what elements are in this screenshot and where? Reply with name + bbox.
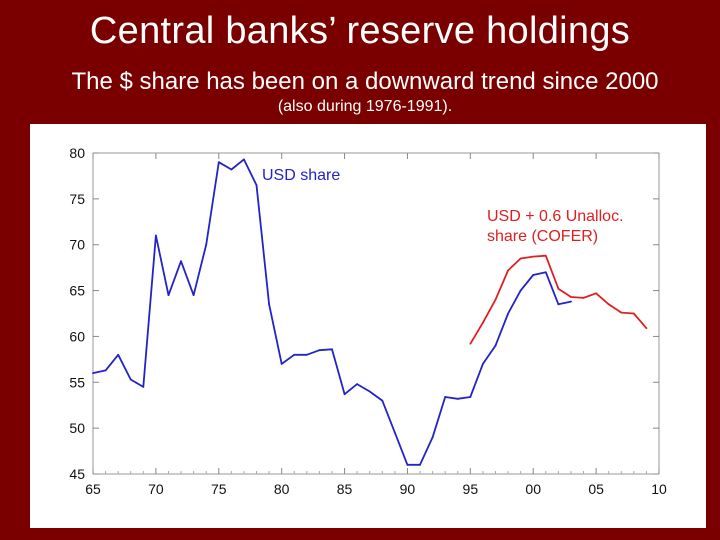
data-point-0 xyxy=(305,353,308,356)
data-point-0 xyxy=(243,158,245,161)
y-tick-label: 45 xyxy=(69,466,85,482)
y-tick-label: 50 xyxy=(69,420,85,436)
data-point-1 xyxy=(507,269,509,272)
x-tick-label: 00 xyxy=(525,481,541,497)
x-tick-label: 90 xyxy=(400,481,416,497)
data-point-0 xyxy=(544,271,547,274)
x-tick-label: 70 xyxy=(148,481,164,497)
x-tick-label: 10 xyxy=(651,481,667,497)
x-tick-label: 75 xyxy=(211,481,227,497)
data-point-1 xyxy=(557,287,560,290)
data-point-1 xyxy=(482,321,484,324)
data-point-0 xyxy=(494,344,497,347)
data-point-0 xyxy=(356,383,359,386)
data-point-1 xyxy=(645,327,648,330)
data-point-0 xyxy=(456,397,459,400)
y-tick-label: 80 xyxy=(69,145,85,161)
data-point-1 xyxy=(519,257,522,260)
data-point-0 xyxy=(293,353,296,356)
data-point-0 xyxy=(557,303,560,306)
series-line-0 xyxy=(92,158,572,466)
data-point-0 xyxy=(419,463,421,466)
data-point-0 xyxy=(192,294,195,297)
data-point-1 xyxy=(595,292,598,295)
x-tick-label: 80 xyxy=(274,481,290,497)
data-point-0 xyxy=(117,353,120,356)
page-subtitle: The $ share has been on a downward trend… xyxy=(71,68,659,95)
data-point-0 xyxy=(431,436,434,439)
data-point-0 xyxy=(142,385,145,388)
chart-panel: 45 50 55 60 65 70 75 80 65 70 75 80 85 90 95 00 05 10 USD … xyxy=(30,124,706,528)
y-tick-label: 70 xyxy=(69,237,85,253)
data-point-0 xyxy=(180,260,182,263)
data-point-1 xyxy=(544,254,547,257)
data-point-0 xyxy=(167,294,170,297)
data-point-0 xyxy=(255,184,258,186)
data-point-0 xyxy=(381,399,384,402)
y-tick-label: 55 xyxy=(69,374,85,390)
series-label-0: USD share xyxy=(262,167,340,184)
data-point-0 xyxy=(205,243,208,246)
data-point-0 xyxy=(570,300,572,303)
data-point-0 xyxy=(482,363,484,365)
data-point-0 xyxy=(92,372,94,375)
data-point-1 xyxy=(469,342,472,345)
data-point-0 xyxy=(469,396,472,398)
series-line-1 xyxy=(469,254,648,345)
data-point-0 xyxy=(154,234,157,237)
data-point-1 xyxy=(632,312,635,315)
y-tick-label: 60 xyxy=(69,328,85,344)
series-label-line: share (COFER) xyxy=(487,228,598,245)
data-point-1 xyxy=(620,311,623,314)
x-tick-label: 65 xyxy=(85,481,101,497)
line-chart: 45 50 55 60 65 70 75 80 65 70 75 80 85 90 95 00 05 10 USD … xyxy=(69,145,667,497)
data-point-0 xyxy=(318,349,321,352)
y-tick-label: 65 xyxy=(69,283,85,299)
data-point-1 xyxy=(570,296,572,298)
data-point-0 xyxy=(507,312,509,315)
series-label-line: USD share xyxy=(262,167,340,184)
data-point-0 xyxy=(104,369,107,372)
x-tick-label: 95 xyxy=(463,481,479,497)
data-point-1 xyxy=(582,297,585,299)
data-point-0 xyxy=(532,274,535,276)
data-point-0 xyxy=(519,289,522,292)
data-point-1 xyxy=(532,255,535,258)
data-point-1 xyxy=(494,298,497,301)
data-point-0 xyxy=(280,363,283,365)
data-point-0 xyxy=(331,348,333,351)
page-title: Central banks’ reserve holdings xyxy=(89,10,631,52)
series-label-line: USD + 0.6 Unalloc. xyxy=(487,208,624,225)
data-point-0 xyxy=(406,463,409,466)
data-point-0 xyxy=(368,390,371,393)
data-point-0 xyxy=(217,161,220,164)
x-tick-label: 05 xyxy=(588,481,604,497)
series-label-1: USD + 0.6 Unalloc. share (COFER) xyxy=(487,208,624,245)
plot-frame xyxy=(92,152,660,475)
data-point-1 xyxy=(607,303,610,306)
data-point-0 xyxy=(230,168,233,171)
x-tick-label: 85 xyxy=(337,481,353,497)
data-point-0 xyxy=(129,378,132,381)
data-point-0 xyxy=(393,431,396,434)
data-point-0 xyxy=(268,303,270,306)
y-tick-label: 75 xyxy=(69,191,85,207)
data-point-0 xyxy=(444,396,447,398)
page-note: (also during 1976-1991). xyxy=(277,98,453,115)
data-point-0 xyxy=(343,393,346,396)
